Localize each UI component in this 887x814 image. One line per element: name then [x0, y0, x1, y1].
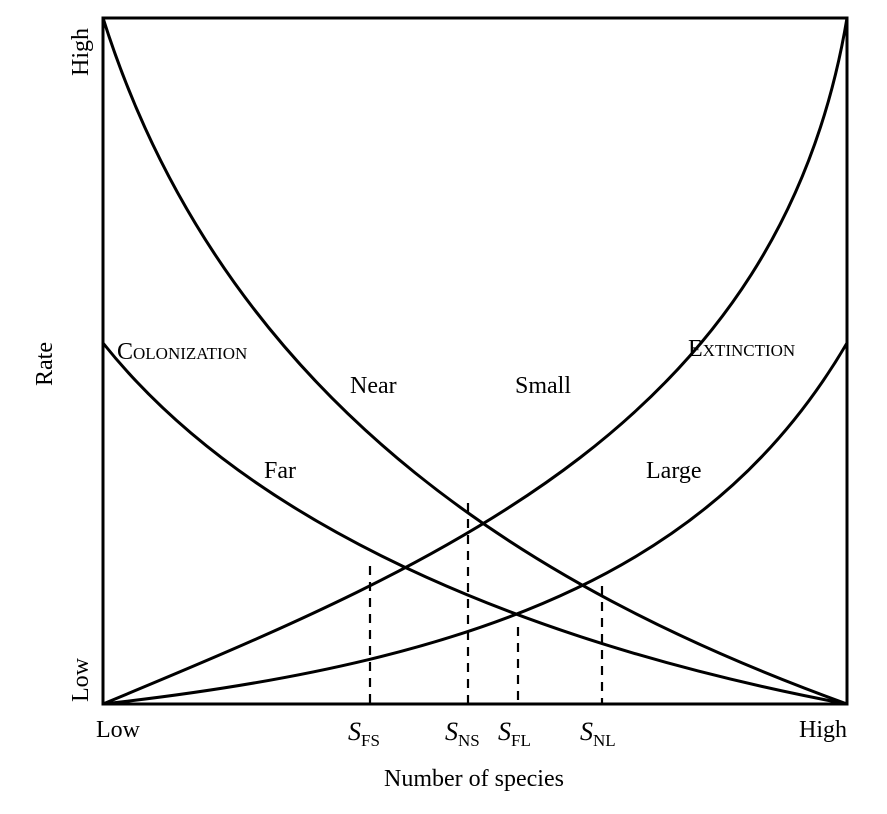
extinction-label: EXTINCTION: [688, 336, 795, 362]
extinction-small-curve: [101, 16, 849, 706]
colonization-near-curve: [101, 16, 849, 706]
far-curve-label: Far: [264, 458, 296, 484]
y-axis-title: Rate: [32, 342, 58, 386]
equilibrium-nl-subscript: NL: [593, 731, 616, 750]
small-curve-label: Small: [515, 373, 571, 399]
equilibrium-fs-symbol: S: [348, 717, 361, 746]
x-axis-low-label: Low: [96, 717, 141, 743]
equilibrium-ns-subscript: NS: [458, 731, 480, 750]
colonization-far-curve: [101, 341, 849, 706]
large-curve-label: Large: [646, 458, 702, 484]
y-axis-low-label: Low: [68, 657, 94, 702]
y-axis-high-label: High: [68, 28, 94, 76]
equilibrium-nl-symbol: S: [580, 717, 593, 746]
extinction-label-rest: XTINCTION: [703, 341, 796, 360]
colonization-label-initial: C: [117, 339, 133, 365]
equilibrium-fl-label: SFL: [498, 717, 531, 750]
x-axis-high-label: High: [799, 717, 847, 743]
equilibrium-fs-subscript: FS: [361, 731, 380, 750]
extinction-large-curve: [101, 341, 849, 706]
near-curve-label: Near: [350, 373, 397, 399]
equilibrium-ns-symbol: S: [445, 717, 458, 746]
equilibrium-ns-label: SNS: [445, 717, 480, 750]
equilibrium-fl-symbol: S: [498, 717, 511, 746]
x-axis-title: Number of species: [384, 766, 564, 792]
extinction-label-initial: E: [688, 336, 703, 362]
colonization-label-rest: OLONIZATION: [133, 344, 247, 363]
colonization-label: COLONIZATION: [117, 339, 247, 365]
equilibrium-fs-label: SFS: [348, 717, 380, 750]
equilibrium-fl-subscript: FL: [511, 731, 531, 750]
equilibrium-nl-label: SNL: [580, 717, 616, 750]
plot-frame: [101, 16, 849, 706]
